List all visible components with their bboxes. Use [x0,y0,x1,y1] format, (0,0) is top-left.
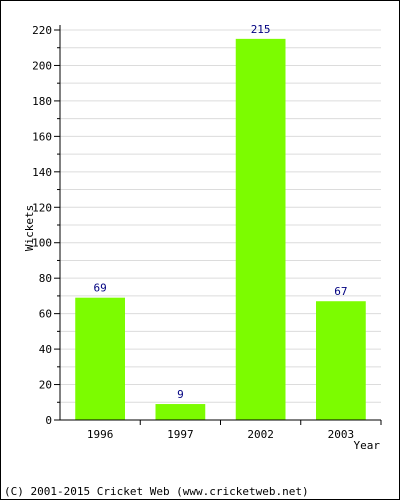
y-tick-label: 120 [32,201,52,214]
data-label: 67 [334,285,347,298]
data-label: 69 [94,282,107,295]
bar-2003 [315,301,366,420]
copyright-text: (C) 2001-2015 Cricket Web (www.cricketwe… [4,485,309,498]
y-tick-label: 40 [39,343,52,356]
y-tick-label: 180 [32,95,52,108]
x-tick-label: 2002 [247,428,274,441]
axes [54,25,382,425]
x-tick-label: 1997 [167,428,194,441]
bar-1997 [155,404,206,420]
bars [75,38,366,420]
bar-2002 [235,38,286,420]
y-tick-label: 160 [32,130,52,143]
y-axis-label: Wickets [23,205,36,251]
data-label: 9 [177,388,184,401]
bar-1996 [75,297,126,420]
y-tick-label: 20 [39,379,52,392]
data-labels: 69 9 215 67 [94,23,348,401]
y-tick-label: 200 [32,59,52,72]
y-tick-labels: 0 20 40 60 80 100 120 140 160 180 200 220 [32,24,52,427]
y-tick-label: 80 [39,272,52,285]
x-tick-labels: 1996 1997 2002 2003 [87,428,354,441]
x-tick-label: 1996 [87,428,114,441]
x-tick-label: 2003 [328,428,355,441]
y-tick-label: 0 [45,414,52,427]
y-tick-label: 60 [39,308,52,321]
y-tick-label: 100 [32,237,52,250]
data-label: 215 [251,23,271,36]
x-axis-label: Year [354,439,381,452]
y-tick-label: 140 [32,166,52,179]
y-tick-label: 220 [32,24,52,37]
